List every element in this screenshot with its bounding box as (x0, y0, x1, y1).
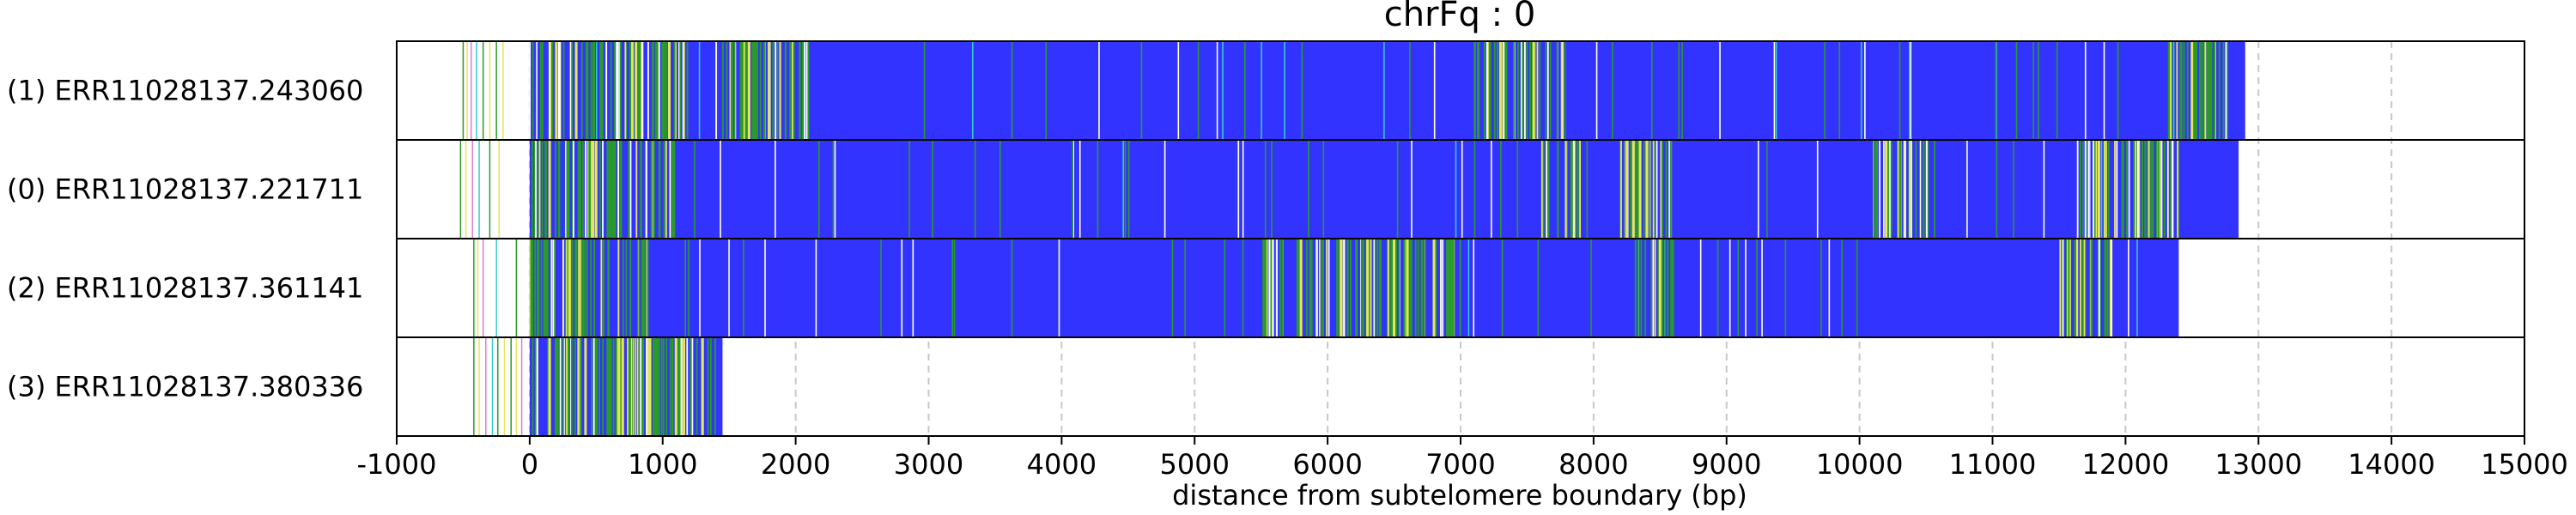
read-bar (529, 140, 2239, 239)
x-tick-label: 13000 (2215, 448, 2302, 481)
read-bar (529, 239, 2179, 337)
read-row: (1) ERR11028137.243060 (7, 40, 2524, 140)
x-tick-label: 4000 (1027, 448, 1097, 481)
x-tick-label: 0 (521, 448, 538, 481)
x-tick-label: 15000 (2481, 448, 2568, 481)
x-tick-label: 14000 (2348, 448, 2435, 481)
row-label: (0) ERR11028137.221711 (7, 173, 363, 206)
x-tick-label: 10000 (1816, 448, 1904, 481)
row-label: (3) ERR11028137.380336 (7, 371, 363, 403)
x-tick-label: 8000 (1558, 448, 1628, 481)
row-label: (1) ERR11028137.243060 (7, 75, 363, 107)
x-tick-label: 9000 (1692, 448, 1761, 481)
x-tick-label: 7000 (1425, 448, 1495, 481)
read-rows: (1) ERR11028137.243060 (0) ERR11028137.22… (7, 40, 2525, 437)
x-axis-label: distance from subtelomere boundary (bp) (1172, 479, 1747, 512)
row-label: (2) ERR11028137.361141 (7, 272, 363, 305)
x-tick-label: 6000 (1292, 448, 1362, 481)
x-axis: -1000 0 1000 2000 3000 4000 5000 6000 7000 8000 90… (357, 436, 2568, 481)
read-bar (529, 41, 2245, 140)
read-row: (2) ERR11028137.361141 (7, 238, 2524, 337)
x-tick-label: -1000 (357, 448, 437, 481)
x-tick-label: 1000 (628, 448, 697, 481)
x-tick-label: 12000 (2081, 448, 2169, 481)
read-row: (3) ERR11028137.380336 (7, 336, 2524, 436)
x-tick-label: 2000 (761, 448, 830, 481)
read-row: (0) ERR11028137.221711 (7, 139, 2524, 239)
x-tick-label: 11000 (1949, 448, 2037, 481)
x-tick-label: 3000 (894, 448, 963, 481)
chart-title: chrFq : 0 (1384, 0, 1536, 34)
x-tick-label: 5000 (1160, 448, 1230, 481)
